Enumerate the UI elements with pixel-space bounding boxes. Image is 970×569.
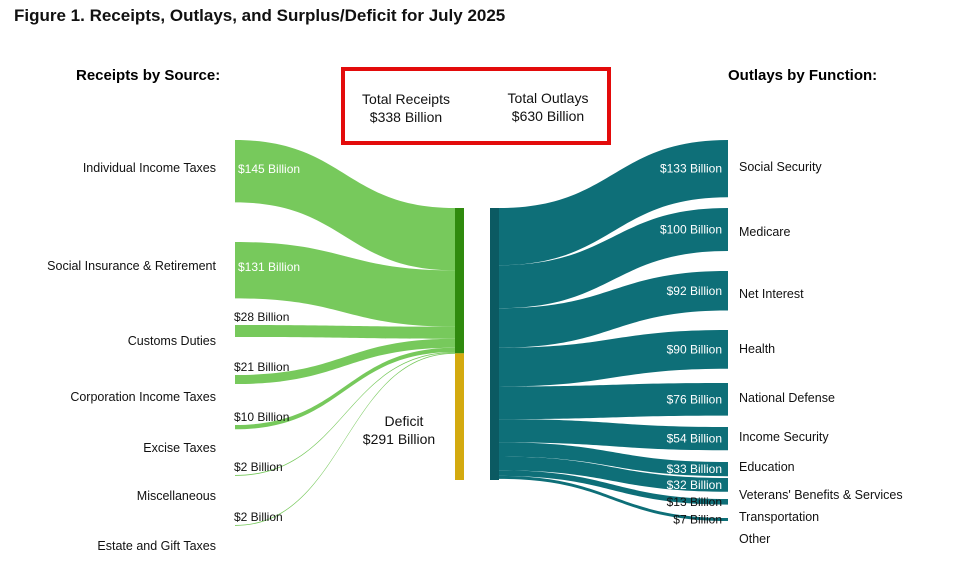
receipt-flow-3 [235, 338, 455, 385]
outlay-value-label-0: $133 Billion [660, 162, 722, 176]
receipt-flow-4 [235, 347, 455, 430]
outlay-function-label-0: Social Security [739, 160, 822, 174]
receipt-value-label-3: $21 Billion [234, 360, 289, 374]
outlay-value-label-1: $100 Billion [660, 223, 722, 237]
deficit-label: Deficit [385, 413, 424, 429]
outlay-value-label-9: $7 Billion [673, 513, 722, 527]
receipts-heading: Receipts by Source: [76, 67, 220, 84]
outlay-flow-9 [499, 475, 728, 522]
outlay-value-label-5: $54 Billion [667, 432, 722, 446]
receipt-source-label-2: Customs Duties [128, 334, 216, 348]
outlay-function-label-1: Medicare [739, 225, 790, 239]
totals-box [341, 67, 611, 145]
outlay-value-label-3: $90 Billion [667, 342, 722, 356]
outlay-value-label-8: $13 Billion [667, 495, 722, 509]
receipt-value-label-4: $10 Billion [234, 410, 289, 424]
receipt-flow-5 [235, 352, 455, 476]
receipt-source-label-5: Miscellaneous [137, 489, 216, 503]
receipt-value-label-5: $2 Billion [234, 460, 283, 474]
receipt-flow-0 [235, 140, 455, 271]
receipt-value-label-1: $131 Billion [238, 260, 300, 274]
receipt-source-label-0: Individual Income Taxes [83, 161, 216, 175]
deficit-value: $291 Billion [363, 431, 435, 447]
outlay-flow-2 [499, 271, 728, 348]
outlay-function-label-2: Net Interest [739, 287, 804, 301]
deficit-bar [455, 353, 464, 480]
receipt-flow-2 [235, 325, 455, 339]
total-outlays-value: $630 Billion [512, 108, 584, 124]
outlay-function-label-4: National Defense [739, 391, 835, 405]
outlay-flow-7 [499, 456, 728, 492]
outlay-flow-1 [499, 208, 728, 309]
outlay-flow-3 [499, 330, 728, 387]
outlay-flow-5 [499, 419, 728, 451]
total-outlays-label: Total Outlays [508, 90, 589, 106]
receipts-total-bar [455, 208, 464, 354]
receipt-source-label-3: Corporation Income Taxes [70, 390, 216, 404]
outlays-total-bar [490, 208, 499, 480]
outlays-heading: Outlays by Function: [728, 67, 877, 84]
outlay-value-label-4: $76 Billion [667, 392, 722, 406]
outlay-value-label-2: $92 Billion [667, 284, 722, 298]
receipt-value-label-6: $2 Billion [234, 510, 283, 524]
receipt-source-label-6: Estate and Gift Taxes [97, 539, 216, 553]
outlay-flow-6 [499, 442, 728, 477]
outlay-function-label-3: Health [739, 342, 775, 356]
figure-title: Figure 1. Receipts, Outlays, and Surplus… [14, 6, 506, 25]
outlay-function-label-6: Education [739, 460, 795, 474]
receipt-source-label-1: Social Insurance & Retirement [47, 259, 216, 273]
outlay-function-label-8: Transportation [739, 510, 819, 524]
outlay-value-label-7: $32 Billion [667, 478, 722, 492]
outlay-flow-0 [499, 140, 728, 266]
receipt-value-label-2: $28 Billion [234, 310, 289, 324]
outlay-value-label-6: $33 Billion [667, 462, 722, 476]
outlay-flow-4 [499, 383, 728, 420]
receipt-flow-1 [235, 242, 455, 327]
outlay-function-label-9: Other [739, 532, 770, 546]
total-receipts-label: Total Receipts [362, 91, 450, 107]
outlay-function-label-7: Veterans' Benefits & Services [739, 488, 903, 502]
outlay-flow-8 [499, 470, 728, 505]
outlay-function-label-5: Income Security [739, 430, 829, 444]
receipt-source-label-4: Excise Taxes [143, 441, 216, 455]
total-receipts-value: $338 Billion [370, 109, 442, 125]
receipt-value-label-0: $145 Billion [238, 162, 300, 176]
receipt-flow-6 [235, 352, 455, 526]
